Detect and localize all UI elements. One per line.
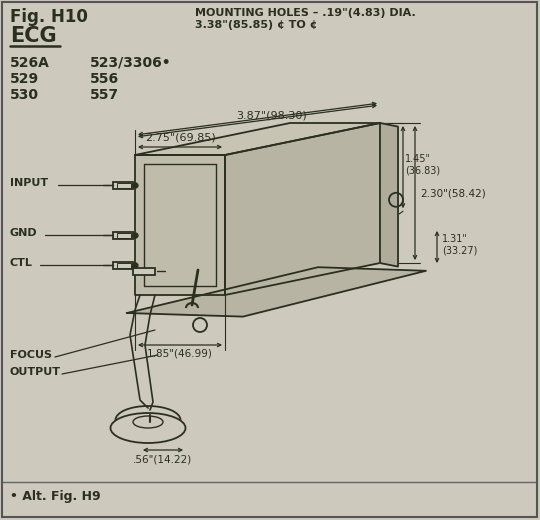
- Bar: [117, 183, 131, 188]
- Bar: [117, 233, 131, 238]
- Text: 3.38"(85.85) ¢ TO ¢: 3.38"(85.85) ¢ TO ¢: [195, 20, 318, 30]
- Bar: [113, 262, 133, 269]
- Text: 526A: 526A: [10, 56, 50, 70]
- Text: ECG: ECG: [10, 26, 57, 46]
- Text: .56"(14.22): .56"(14.22): [133, 454, 193, 464]
- Text: 1.31"
(33.27): 1.31" (33.27): [442, 234, 477, 256]
- Text: 2.30"(58.42): 2.30"(58.42): [420, 188, 486, 198]
- Bar: [113, 182, 133, 189]
- Text: 523/3306•: 523/3306•: [90, 56, 172, 70]
- Text: 3.87"(98.30): 3.87"(98.30): [237, 111, 307, 121]
- Polygon shape: [225, 123, 380, 295]
- Text: 1.45"
(36.83): 1.45" (36.83): [405, 154, 440, 176]
- Text: MOUNTING HOLES – .19"(4.83) DIA.: MOUNTING HOLES – .19"(4.83) DIA.: [195, 8, 416, 18]
- Text: GND: GND: [10, 228, 38, 238]
- Polygon shape: [135, 123, 380, 155]
- Text: FOCUS: FOCUS: [10, 350, 52, 360]
- Bar: [113, 232, 133, 239]
- Text: CTL: CTL: [10, 258, 33, 268]
- Ellipse shape: [133, 416, 163, 428]
- Text: OUTPUT: OUTPUT: [10, 367, 61, 377]
- Text: 529: 529: [10, 72, 39, 86]
- Text: 1.85"(46.99): 1.85"(46.99): [147, 349, 213, 359]
- Bar: [133, 268, 155, 275]
- Polygon shape: [380, 123, 398, 267]
- Text: 556: 556: [90, 72, 119, 86]
- Text: Fig. H10: Fig. H10: [10, 8, 88, 26]
- Text: INPUT: INPUT: [10, 178, 48, 188]
- Text: 557: 557: [90, 88, 119, 102]
- Text: • Alt. Fig. H9: • Alt. Fig. H9: [10, 490, 100, 503]
- Polygon shape: [127, 267, 426, 317]
- Text: 530: 530: [10, 88, 39, 102]
- Polygon shape: [135, 155, 225, 295]
- Ellipse shape: [111, 413, 186, 443]
- Bar: [117, 263, 131, 268]
- Text: 2.75"(69.85): 2.75"(69.85): [145, 133, 215, 143]
